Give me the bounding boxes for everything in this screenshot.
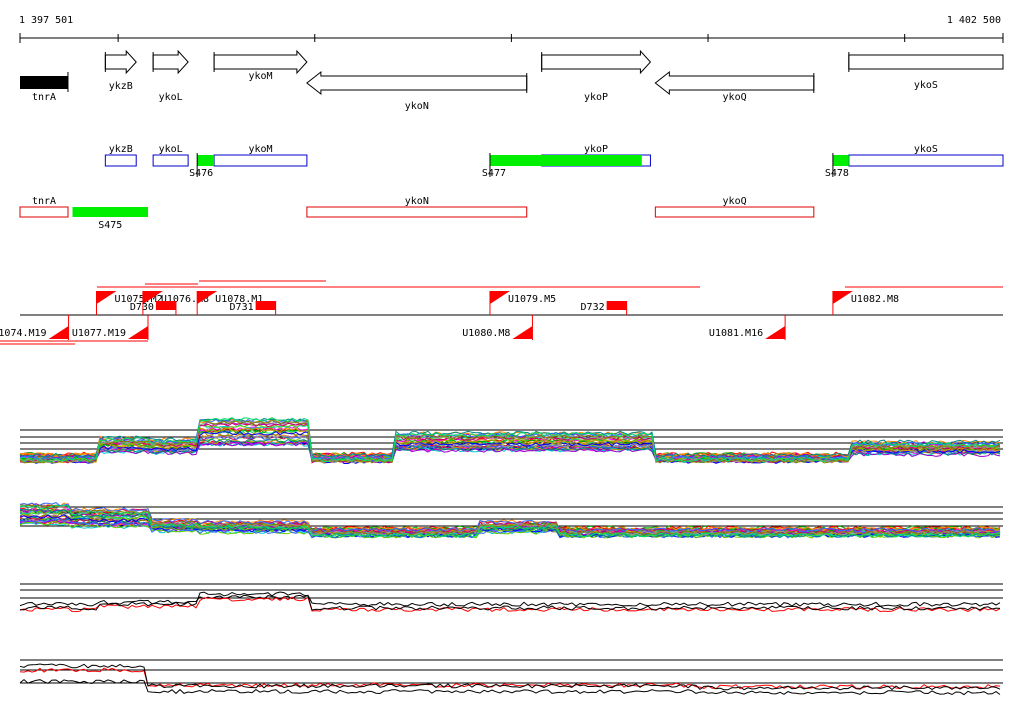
ruler-ticks xyxy=(19,33,1004,43)
gene-arrow xyxy=(20,76,68,89)
minus-gene-box xyxy=(654,206,815,218)
plus-segment xyxy=(489,155,642,166)
plus-gene-box xyxy=(213,154,308,167)
upshift-marker-flag xyxy=(489,291,510,304)
gene-arrow xyxy=(104,49,137,75)
ruler-end-label: 1 402 500 xyxy=(947,15,1001,26)
gene-label: ykoM xyxy=(248,71,272,82)
plus-gene-label: ykoP xyxy=(584,144,608,155)
gene-arrow xyxy=(654,70,815,96)
minus-strand-feature-track: tnrA ykoN ykoQ S475 xyxy=(19,196,815,231)
minus-upshift-flag xyxy=(48,326,69,339)
gene-ykoQ: ykoQ xyxy=(654,70,815,103)
gene-ykoP: ykoP xyxy=(541,49,652,103)
minus-segment xyxy=(72,207,149,217)
upshift-marker-flag xyxy=(96,291,117,304)
plus-gene-label: ykoM xyxy=(248,144,272,155)
plus-segment-label: S478 xyxy=(825,168,849,179)
gene-annotation-track: tnrA ykzB ykoL ykoM ykoN ykoP ykoQ ykoS xyxy=(20,49,1004,112)
gene-label: ykzB xyxy=(109,81,133,92)
expression-trace xyxy=(19,663,1001,691)
expression-panel xyxy=(19,417,1003,464)
minus-upshift-flag xyxy=(765,326,786,339)
minus-upshift-label: U1080.M8 xyxy=(462,328,510,339)
expression-trace xyxy=(19,417,1001,463)
plus-segment-label: S476 xyxy=(189,168,213,179)
minus-gene-label: ykoQ xyxy=(723,196,747,207)
gene-arrow xyxy=(306,70,528,96)
plus-gene-box xyxy=(104,154,137,167)
downshift-label: D731 xyxy=(230,302,254,313)
minus-upshift-flag xyxy=(128,326,149,339)
gene-ykoL: ykoL xyxy=(152,49,189,103)
expression-trace xyxy=(19,418,1001,461)
expression-panel xyxy=(19,659,1003,696)
plus-strand-feature-track: ykzB ykoL ykoM ykoP ykoS S476 S477 S478 xyxy=(104,144,1004,179)
expression-panels xyxy=(19,417,1003,696)
downshift-marker xyxy=(255,301,276,310)
gene-ykoS: ykoS xyxy=(848,52,1004,91)
upshift-label: U1082.M8 xyxy=(851,294,899,305)
minus-upshift-label: U1081.M16 xyxy=(709,328,763,339)
gene-label: ykoQ xyxy=(723,92,747,103)
gene-arrow xyxy=(152,49,189,75)
downshift-marker xyxy=(606,301,627,310)
minus-upshift-label: U1074.M19 xyxy=(0,328,47,339)
plus-gene-box xyxy=(848,154,1004,167)
gene-label: ykoL xyxy=(159,92,183,103)
plus-segment xyxy=(197,155,215,166)
expression-trace xyxy=(19,591,1001,611)
gene-arrow xyxy=(213,49,308,75)
gene-arrow xyxy=(848,54,1004,70)
upshift-marker-flag xyxy=(197,291,218,304)
plus-gene-label: ykoS xyxy=(914,144,938,155)
upshift-marker-flag xyxy=(832,291,853,304)
plus-segment xyxy=(832,155,849,166)
expression-panel xyxy=(19,583,1003,613)
upshift-marker-flag xyxy=(142,291,163,304)
expression-trace xyxy=(19,502,1001,533)
expression-panel xyxy=(19,502,1003,539)
downshift-marker xyxy=(155,301,176,310)
upshift-label: U1075.M2 xyxy=(114,294,162,305)
ruler-start-label: 1 397 501 xyxy=(19,15,73,26)
expression-trace xyxy=(19,518,1001,539)
upshift-label: U1076.M8 xyxy=(161,294,209,305)
plus-gene-label: ykzB xyxy=(109,144,133,155)
plus-gene-label: ykoL xyxy=(159,144,183,155)
gene-label: ykoS xyxy=(914,80,938,91)
minus-gene-label: ykoN xyxy=(405,196,429,207)
gene-label: ykoN xyxy=(405,101,429,112)
plus-gene-box xyxy=(152,154,189,167)
upshift-label: U1078.M1 xyxy=(215,294,263,305)
gene-tnrA: tnrA xyxy=(20,72,69,103)
minus-upshift-flag xyxy=(512,326,533,339)
gene-ykzB: ykzB xyxy=(104,49,137,92)
expression-trace xyxy=(19,596,1001,613)
downshift-label: D732 xyxy=(581,302,605,313)
gene-ykoN: ykoN xyxy=(306,70,528,112)
upshift-label: U1079.M5 xyxy=(508,294,556,305)
minus-gene-label: tnrA xyxy=(32,196,56,207)
expression-trace xyxy=(19,419,1001,464)
expression-trace xyxy=(19,667,1001,690)
gene-label: ykoP xyxy=(584,92,608,103)
gene-arrow xyxy=(541,49,652,75)
expression-trace xyxy=(19,678,1001,696)
minus-gene-box xyxy=(306,206,528,218)
expression-trace xyxy=(19,504,1000,538)
gene-label: tnrA xyxy=(32,92,56,103)
downshift-label: D730 xyxy=(130,302,154,313)
expression-trace xyxy=(19,594,1001,607)
minus-segment-label: S475 xyxy=(98,220,122,231)
gene-ykoM: ykoM xyxy=(213,49,308,82)
minus-gene-box xyxy=(19,206,69,218)
minus-upshift-label: U1077.M19 xyxy=(72,328,126,339)
plus-segment-label: S477 xyxy=(482,168,506,179)
coordinate-ruler: 1 397 501 1 402 500 xyxy=(19,15,1004,43)
